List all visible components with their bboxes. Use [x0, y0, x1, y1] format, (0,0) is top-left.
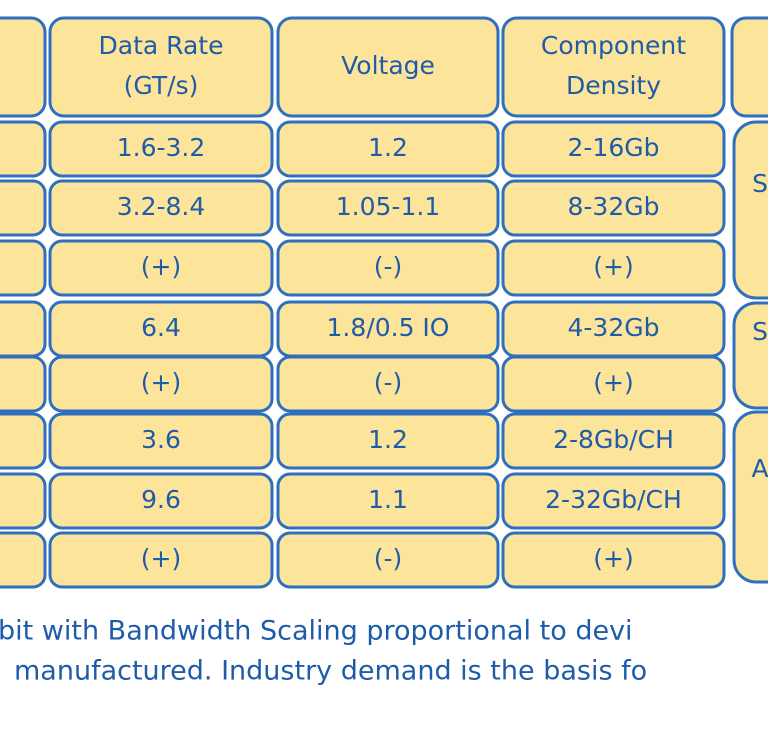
cell-text: (+) — [593, 252, 633, 281]
cell-text: 3.6 — [141, 425, 181, 454]
table-cell — [48, 239, 274, 297]
cell-text: 9.6 — [141, 485, 181, 514]
cell-text: 2-8Gb/CH — [553, 425, 674, 454]
table-cell — [48, 355, 274, 413]
row-cell — [0, 412, 47, 470]
cell-text: (-) — [374, 368, 403, 397]
table-cell — [276, 412, 500, 470]
table-cell — [48, 179, 274, 237]
row-cell — [0, 239, 47, 297]
header-cell — [276, 16, 500, 118]
table-cell — [501, 179, 726, 237]
table-cell — [501, 531, 726, 589]
cell-text: 1.05-1.1 — [336, 192, 440, 221]
header-text: Data Rate — [99, 31, 224, 60]
row-cell — [0, 300, 47, 358]
row-cell — [0, 179, 47, 237]
cell-text: (+) — [141, 252, 181, 281]
cell-text: 4-32Gb — [568, 313, 660, 342]
cell-text: 1.6-3.2 — [117, 133, 206, 162]
table-cell — [48, 412, 274, 470]
cell-text: 1.1 — [368, 485, 408, 514]
header-cell — [501, 16, 726, 118]
cell-text: 1.2 — [368, 133, 408, 162]
group-cell — [732, 410, 768, 584]
cell-text: 3.2-8.4 — [117, 192, 206, 221]
cell-text: (-) — [374, 544, 403, 573]
header-cell — [48, 16, 274, 118]
table-cell — [501, 239, 726, 297]
table-cell — [48, 531, 274, 589]
header-text: Voltage — [341, 51, 435, 80]
cell-text: (+) — [593, 544, 633, 573]
table-cell — [501, 120, 726, 178]
cell-text: 2-16Gb — [568, 133, 660, 162]
row-cell — [0, 355, 47, 413]
cell-text: 8-32Gb — [568, 192, 660, 221]
group-cell — [732, 120, 768, 300]
table-cell — [48, 120, 274, 178]
row-cell — [0, 531, 47, 589]
table-cell — [276, 472, 500, 530]
table-cell — [276, 120, 500, 178]
header-text: Density — [566, 71, 661, 100]
cell-text: 6.4 — [141, 313, 181, 342]
row-cell — [0, 120, 47, 178]
cell-text: 1.2 — [368, 425, 408, 454]
cell-text: (+) — [141, 544, 181, 573]
group-text: A — [751, 454, 768, 483]
header-text: Component — [541, 31, 686, 60]
table-cell — [276, 179, 500, 237]
cell-text: (+) — [593, 368, 633, 397]
table-cell — [501, 412, 726, 470]
footnote-line: manufactured. Industry demand is the bas… — [14, 656, 647, 687]
row-cell — [0, 472, 47, 530]
cell-text: (+) — [141, 368, 181, 397]
footnote-line: bit with Bandwidth Scaling proportional … — [0, 616, 633, 647]
cell-text: 2-32Gb/CH — [545, 485, 682, 514]
group-cell — [732, 301, 768, 410]
header-cell — [0, 16, 47, 118]
group-text: S — [752, 169, 768, 198]
table-cell — [501, 472, 726, 530]
group-text: S — [752, 317, 768, 346]
table-cell — [276, 355, 500, 413]
table-cell — [501, 355, 726, 413]
header-text: (GT/s) — [124, 71, 199, 100]
table-cell — [48, 472, 274, 530]
cell-text: 1.8/0.5 IO — [327, 313, 450, 342]
table-cell — [276, 531, 500, 589]
table-cell — [276, 239, 500, 297]
header-cell — [730, 16, 768, 118]
cell-text: (-) — [374, 252, 403, 281]
